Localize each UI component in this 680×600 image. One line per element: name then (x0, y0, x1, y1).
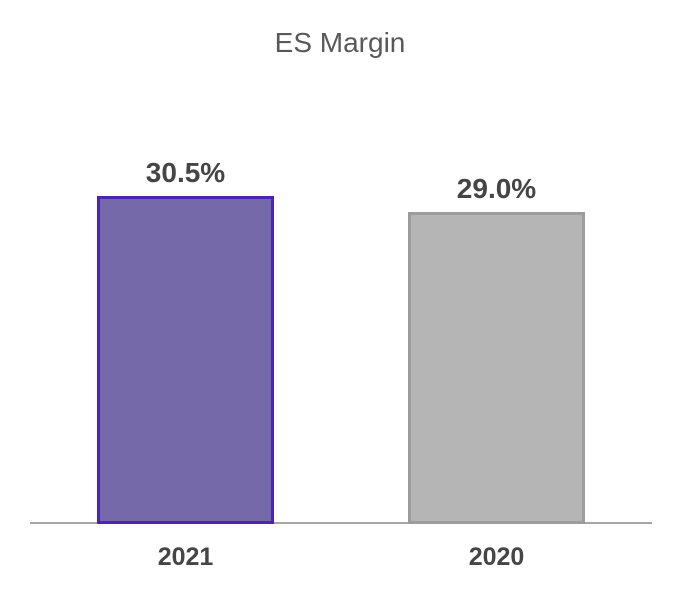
bar-value-label: 30.5% (145, 157, 226, 188)
bar-category-label: 2021 (157, 543, 214, 571)
bar-category-label: 2020 (468, 543, 525, 571)
bar-value-label: 29.0% (456, 173, 537, 204)
bar-2020 (408, 212, 585, 524)
x-axis-line (30, 522, 652, 524)
bar-2021 (97, 196, 274, 524)
chart-title: ES Margin (274, 27, 406, 58)
